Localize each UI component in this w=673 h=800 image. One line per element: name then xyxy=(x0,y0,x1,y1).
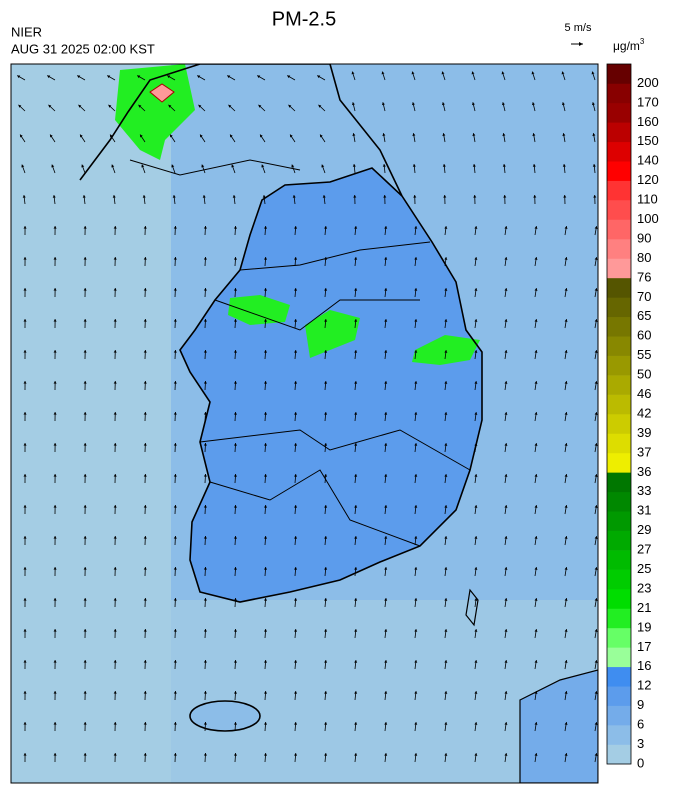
colorbar-label: 17 xyxy=(637,639,651,654)
colorbar: 0369121617192123252729313336373942465055… xyxy=(607,64,659,770)
colorbar-swatch xyxy=(607,589,631,609)
colorbar-swatch xyxy=(607,161,631,181)
wind-scale-arrowhead xyxy=(579,42,583,46)
colorbar-label: 60 xyxy=(637,328,651,343)
colorbar-label: 100 xyxy=(637,211,659,226)
colorbar-label: 160 xyxy=(637,114,659,129)
wind-scale: 5 m/s xyxy=(565,22,592,34)
colorbar-label: 25 xyxy=(637,561,651,576)
colorbar-swatch xyxy=(607,628,631,648)
colorbar-swatch xyxy=(607,83,631,103)
colorbar-swatch xyxy=(607,433,631,453)
colorbar-swatch xyxy=(607,220,631,240)
colorbar-swatch xyxy=(607,356,631,376)
colorbar-label: 110 xyxy=(637,192,658,207)
colorbar-swatch xyxy=(607,258,631,278)
colorbar-label: 0 xyxy=(637,755,644,770)
colorbar-label: 150 xyxy=(637,133,659,148)
map-layers xyxy=(11,64,600,783)
colorbar-swatch xyxy=(607,239,631,259)
colorbar-label: 46 xyxy=(637,386,651,401)
colorbar-swatch xyxy=(607,706,631,726)
western-sea-field xyxy=(11,64,171,783)
colorbar-label: 33 xyxy=(637,483,651,498)
colorbar-swatch xyxy=(607,745,631,765)
colorbar-label: 9 xyxy=(637,697,644,712)
colorbar-swatch xyxy=(607,278,631,298)
colorbar-swatch xyxy=(607,122,631,142)
colorbar-swatch xyxy=(607,336,631,356)
colorbar-swatch xyxy=(607,375,631,395)
colorbar-label: 36 xyxy=(637,464,651,479)
colorbar-label: 170 xyxy=(637,94,659,109)
unit-power: 3 xyxy=(640,37,645,46)
colorbar-swatch xyxy=(607,103,631,123)
colorbar-swatch xyxy=(607,472,631,492)
colorbar-label: 120 xyxy=(637,172,659,187)
colorbar-swatch xyxy=(607,453,631,473)
colorbar-label: 50 xyxy=(637,367,651,382)
colorbar-label: 3 xyxy=(637,736,644,751)
colorbar-label: 16 xyxy=(637,658,651,673)
colorbar-swatch xyxy=(607,550,631,570)
jeju-island xyxy=(190,701,260,731)
colorbar-swatch xyxy=(607,511,631,531)
colorbar-label: 70 xyxy=(637,289,651,304)
colorbar-label: 37 xyxy=(637,444,651,459)
colorbar-label: 42 xyxy=(637,405,651,420)
colorbar-swatch xyxy=(607,317,631,337)
colorbar-label: 55 xyxy=(637,347,651,362)
colorbar-swatch xyxy=(607,608,631,628)
colorbar-swatch xyxy=(607,395,631,415)
colorbar-label: 140 xyxy=(637,153,659,168)
unit-base: μg/m xyxy=(613,39,640,53)
colorbar-label: 76 xyxy=(637,269,651,284)
colorbar-swatch xyxy=(607,492,631,512)
colorbar-swatch xyxy=(607,667,631,687)
agency: NIER xyxy=(11,24,42,39)
unit: μg/m3 xyxy=(613,37,645,53)
colorbar-label: 65 xyxy=(637,308,651,323)
colorbar-label: 90 xyxy=(637,230,651,245)
colorbar-label: 200 xyxy=(637,75,659,90)
colorbar-swatch xyxy=(607,725,631,745)
colorbar-swatch xyxy=(607,531,631,551)
colorbar-swatch xyxy=(607,142,631,162)
colorbar-label: 6 xyxy=(637,717,644,732)
colorbar-label: 21 xyxy=(637,600,651,615)
colorbar-label: 39 xyxy=(637,425,651,440)
colorbar-swatch xyxy=(607,297,631,317)
colorbar-label: 80 xyxy=(637,250,651,265)
map xyxy=(11,64,600,783)
colorbar-label: 31 xyxy=(637,503,651,518)
colorbar-swatch xyxy=(607,414,631,434)
colorbar-swatch xyxy=(607,200,631,220)
colorbar-label: 19 xyxy=(637,619,651,634)
colorbar-label: 27 xyxy=(637,542,651,557)
colorbar-label: 23 xyxy=(637,580,651,595)
colorbar-swatch xyxy=(607,64,631,84)
colorbar-swatch xyxy=(607,570,631,590)
colorbar-label: 12 xyxy=(637,678,651,693)
colorbar-swatch xyxy=(607,647,631,667)
title: PM-2.5 xyxy=(272,8,336,30)
colorbar-swatch xyxy=(607,686,631,706)
timestamp: AUG 31 2025 02:00 KST xyxy=(11,41,155,56)
colorbar-label: 29 xyxy=(637,522,651,537)
colorbar-swatch xyxy=(607,181,631,201)
